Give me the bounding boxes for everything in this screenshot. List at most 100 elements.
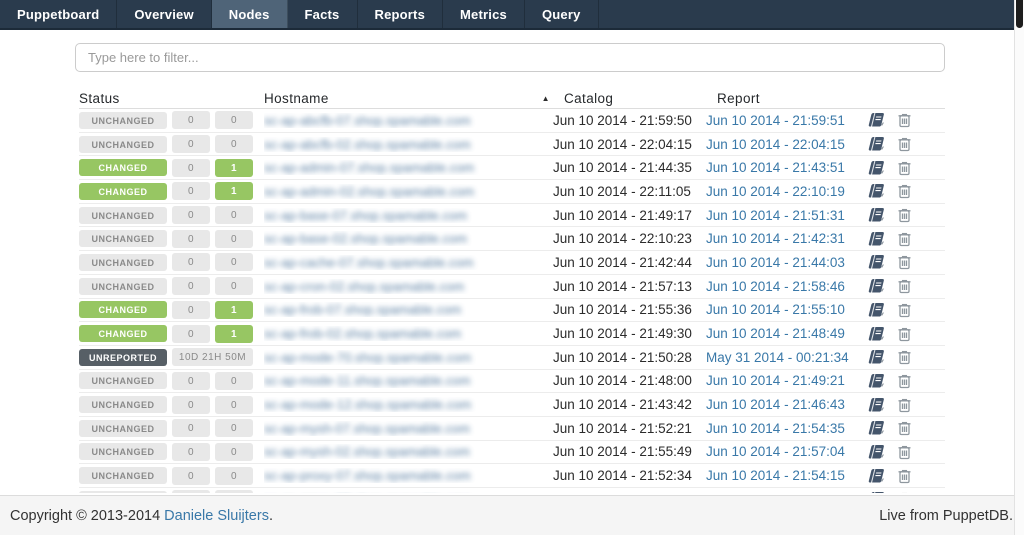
catalog-timestamp: Jun 10 2014 - 21:44:35 [553, 160, 692, 176]
event-count-badge: 0 [215, 229, 253, 248]
hostname-link[interactable]: sc-ap-proxy-02.shop.spamable.com [264, 492, 471, 493]
hostname-link[interactable]: sc-ap-mysh-02.shop.spamable.com [264, 444, 470, 460]
report-log-button[interactable] [866, 468, 884, 484]
report-link[interactable]: Jun 10 2014 - 22:04:15 [706, 136, 845, 152]
report-log-button[interactable] [866, 183, 884, 199]
report-link[interactable]: May 31 2014 - 00:21:34 [706, 349, 849, 365]
delete-node-button[interactable] [897, 397, 912, 413]
filter-input[interactable] [75, 43, 945, 72]
author-link[interactable]: Daniele Sluijters [164, 507, 269, 524]
hostname-link[interactable]: sc-ap-cron-02.shop.spamable.com [264, 278, 465, 294]
report-log-button[interactable] [866, 444, 884, 460]
report-log-button[interactable] [866, 254, 884, 270]
delete-node-button[interactable] [897, 160, 912, 176]
delete-node-button[interactable] [897, 302, 912, 318]
copyright-text: Copyright © 2013-2014 [10, 507, 165, 524]
nodes-table: Status Hostname ▲ Catalog Report UNCHANG… [79, 88, 945, 493]
delete-node-button[interactable] [897, 349, 912, 365]
report-link[interactable]: Jun 10 2014 - 21:59:51 [706, 112, 845, 128]
report-log-button[interactable] [866, 302, 884, 318]
hostname-link[interactable]: sc-ap-cache-07.shop.spamable.com [264, 254, 474, 270]
book-icon [866, 160, 884, 179]
delete-node-button[interactable] [897, 183, 912, 199]
report-log-button[interactable] [866, 373, 884, 389]
delete-node-button[interactable] [897, 491, 912, 493]
nav-item-metrics[interactable]: Metrics [443, 0, 525, 28]
scrollbar-track[interactable] [1014, 0, 1024, 535]
report-log-button[interactable] [866, 349, 884, 365]
catalog-timestamp: Jun 10 2014 - 21:49:17 [553, 207, 692, 223]
nav-item-nodes[interactable]: Nodes [211, 0, 288, 28]
report-log-button[interactable] [866, 420, 884, 436]
brand-puppetboard[interactable]: Puppetboard [0, 0, 118, 28]
delete-node-button[interactable] [897, 373, 912, 389]
hostname-link[interactable]: sc-ap-abcfb-07.shop.spamable.com [264, 112, 471, 128]
report-link[interactable]: Jun 10 2014 - 21:54:35 [706, 420, 845, 436]
report-log-button[interactable] [866, 207, 884, 223]
hostname-link[interactable]: sc-ap-mode-70.shop.spamable.com [264, 349, 472, 365]
delete-node-button[interactable] [897, 254, 912, 270]
hostname-link[interactable]: sc-ap-mode-11.shop.spamable.com [264, 373, 471, 389]
delete-node-button[interactable] [897, 326, 912, 342]
catalog-timestamp: Jun 10 2014 - 21:52:21 [553, 420, 692, 436]
header-hostname[interactable]: Hostname ▲ [264, 91, 564, 106]
report-link[interactable]: Jun 10 2014 - 21:44:03 [706, 254, 845, 270]
hostname-link[interactable]: sc-ap-mysh-07.shop.spamable.com [264, 420, 470, 436]
hostname-link[interactable]: sc-ap-admin-07.shop.spamable.com [264, 160, 475, 176]
report-log-button[interactable] [866, 397, 884, 413]
delete-node-button[interactable] [897, 207, 912, 223]
delete-node-button[interactable] [897, 136, 912, 152]
hostname-link[interactable]: sc-ap-base-07.shop.spamable.com [264, 207, 468, 223]
scrollbar-thumb[interactable] [1016, 0, 1023, 28]
report-log-button[interactable] [866, 278, 884, 294]
report-log-button[interactable] [866, 112, 884, 128]
hostname-link[interactable]: sc-ap-mode-12.shop.spamable.com [264, 397, 472, 413]
delete-node-button[interactable] [897, 231, 912, 247]
report-link[interactable]: Jun 10 2014 - 21:55:10 [706, 302, 845, 318]
delete-node-button[interactable] [897, 112, 912, 128]
report-log-button[interactable] [866, 136, 884, 152]
nav-item-reports[interactable]: Reports [358, 0, 444, 28]
event-count-badge: 0 [172, 158, 210, 177]
hostname-link[interactable]: sc-ap-frob-02.shop.spamable.com [264, 326, 462, 342]
delete-node-button[interactable] [897, 468, 912, 484]
hostname-link[interactable]: sc-ap-proxy-07.shop.spamable.com [264, 468, 471, 484]
catalog-timestamp: Jun 10 2014 - 21:50:28 [553, 349, 692, 365]
report-link[interactable]: Jun 10 2014 - 21:43:51 [706, 160, 845, 176]
report-log-button[interactable] [866, 160, 884, 176]
nav-item-overview[interactable]: Overview [117, 0, 212, 28]
report-link[interactable]: Jun 10 2014 - 21:59:28 [706, 492, 845, 493]
hostname-link[interactable]: sc-ap-admin-02.shop.spamable.com [264, 183, 475, 199]
delete-node-button[interactable] [897, 420, 912, 436]
hostname-link[interactable]: sc-ap-abcfb-02.shop.spamable.com [264, 136, 471, 152]
report-link[interactable]: Jun 10 2014 - 21:51:31 [706, 207, 845, 223]
report-link[interactable]: Jun 10 2014 - 21:58:46 [706, 278, 845, 294]
header-report[interactable]: Report [717, 90, 760, 106]
book-icon [866, 302, 884, 321]
report-link[interactable]: Jun 10 2014 - 21:54:15 [706, 468, 845, 484]
table-row: CHANGED 0 1 sc-ap-frob-02.shop.spamable.… [79, 322, 945, 346]
header-status[interactable]: Status [79, 90, 120, 106]
report-link[interactable]: Jun 10 2014 - 21:42:31 [706, 231, 845, 247]
hostname-link[interactable]: sc-ap-base-02.shop.spamable.com [264, 231, 468, 247]
hostname-link[interactable]: sc-ap-frob-07.shop.spamable.com [264, 302, 462, 318]
report-link[interactable]: Jun 10 2014 - 22:10:19 [706, 183, 845, 199]
delete-node-button[interactable] [897, 278, 912, 294]
report-link[interactable]: Jun 10 2014 - 21:57:04 [706, 444, 845, 460]
status-badge: UNCHANGED [79, 490, 167, 493]
trash-icon [897, 374, 912, 392]
report-link[interactable]: Jun 10 2014 - 21:48:49 [706, 326, 845, 342]
report-log-button[interactable] [866, 491, 884, 493]
book-icon [866, 444, 884, 463]
event-count-badge: 0 [172, 229, 210, 248]
nav-item-facts[interactable]: Facts [288, 0, 358, 28]
report-log-button[interactable] [866, 326, 884, 342]
nav-item-query[interactable]: Query [525, 0, 599, 28]
report-log-button[interactable] [866, 231, 884, 247]
delete-node-button[interactable] [897, 444, 912, 460]
report-link[interactable]: Jun 10 2014 - 21:49:21 [706, 373, 845, 389]
report-link[interactable]: Jun 10 2014 - 21:46:43 [706, 397, 845, 413]
sort-asc-icon[interactable]: ▲ [541, 93, 550, 103]
catalog-timestamp: Jun 10 2014 - 21:55:36 [553, 302, 692, 318]
header-catalog[interactable]: Catalog [564, 90, 614, 106]
